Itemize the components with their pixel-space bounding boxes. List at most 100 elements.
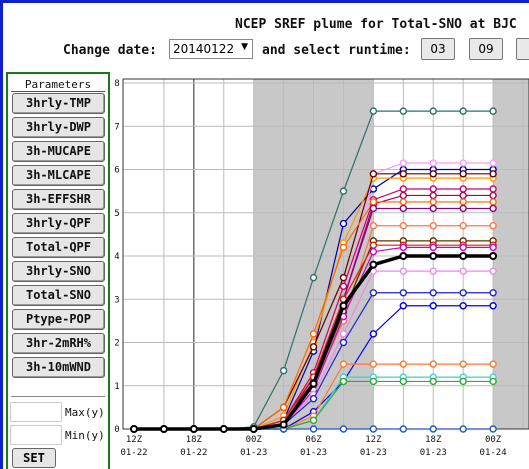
night-band	[493, 79, 529, 429]
data-point	[399, 360, 408, 368]
data-point	[159, 425, 168, 433]
data-point	[429, 185, 437, 193]
data-point	[369, 360, 378, 368]
data-point	[369, 377, 378, 386]
data-point	[399, 107, 408, 115]
param-button-3hr-2mrh[interactable]: 3hr-2mRH%	[12, 333, 105, 354]
x-tick-time: 18Z	[425, 435, 442, 445]
data-point	[459, 191, 467, 200]
parameters-header: Parameters	[24, 78, 92, 91]
data-point	[489, 222, 497, 230]
data-point	[309, 330, 318, 338]
x-tick-date: 01-23	[240, 448, 267, 458]
x-tick-time: 00Z	[246, 435, 263, 445]
x-tick-date: 01-23	[420, 448, 447, 458]
date-value: 20140122	[173, 42, 235, 56]
data-point	[279, 420, 288, 429]
data-point	[429, 243, 437, 252]
param-button-3hrly-qpf[interactable]: 3hrly-QPF	[12, 213, 105, 234]
data-point	[459, 185, 467, 193]
data-point	[399, 377, 408, 386]
data-point	[399, 198, 408, 206]
data-point	[489, 204, 497, 213]
data-point	[339, 377, 348, 386]
y-tick-label: 6	[114, 166, 119, 176]
data-point	[459, 425, 467, 433]
data-point	[369, 330, 378, 338]
data-point	[339, 219, 348, 228]
data-point	[249, 425, 258, 433]
data-point	[489, 159, 497, 167]
data-point	[459, 289, 467, 297]
data-point	[489, 360, 497, 368]
data-point	[309, 343, 318, 351]
y-tick-label: 2	[114, 339, 119, 349]
param-button-3h-10mwnd[interactable]: 3h-10mWND	[12, 357, 105, 378]
data-point	[459, 204, 467, 213]
data-point	[369, 425, 378, 433]
param-button-3hrly-dwp[interactable]: 3hrly-DWP	[12, 117, 105, 138]
max-y-input[interactable]	[10, 402, 62, 422]
data-point	[309, 379, 318, 388]
x-tick-date: 01-23	[360, 448, 387, 458]
data-point	[309, 425, 318, 433]
data-point	[429, 302, 437, 310]
param-button-total-qpf[interactable]: Total-QPF	[12, 237, 105, 258]
param-button-3hrly-tmp[interactable]: 3hrly-TMP	[12, 93, 105, 114]
param-button-3h-mucape[interactable]: 3h-MUCAPE	[12, 141, 105, 162]
data-point	[399, 170, 408, 178]
runtime-button-03[interactable]: 03	[421, 38, 455, 60]
param-button-total-sno[interactable]: Total-SNO	[12, 285, 105, 306]
x-tick-date: 01-23	[300, 448, 327, 458]
data-point	[339, 187, 348, 195]
set-button[interactable]: SET	[12, 448, 56, 468]
max-y-label: Max(y)	[65, 406, 105, 419]
data-point	[399, 222, 408, 230]
runtime-button-next[interactable]	[516, 38, 529, 60]
data-point	[189, 425, 198, 433]
param-button-3hrly-sno[interactable]: 3hrly-SNO	[12, 261, 105, 282]
data-point	[399, 425, 408, 433]
min-y-input[interactable]	[10, 425, 62, 445]
data-point	[369, 170, 378, 178]
y-tick-label: 5	[114, 209, 119, 219]
data-point	[489, 185, 497, 193]
y-tick-label: 0	[114, 425, 119, 435]
data-point	[399, 204, 408, 213]
data-point	[309, 273, 318, 282]
data-point	[309, 395, 318, 403]
data-point	[339, 301, 348, 310]
data-point	[369, 241, 378, 249]
parameters-panel: Parameters 3hrly-TMP 3hrly-DWP 3h-MUCAPE…	[6, 72, 110, 469]
runtime-button-09[interactable]: 09	[469, 38, 503, 60]
date-select[interactable]: 20140122 ▼	[169, 39, 253, 59]
data-point	[489, 377, 497, 386]
data-point	[489, 191, 497, 200]
param-button-3h-mlcape[interactable]: 3h-MLCAPE	[12, 165, 105, 186]
x-tick-time: 00Z	[485, 435, 502, 445]
data-point	[489, 267, 497, 275]
data-point	[459, 243, 467, 252]
data-point	[429, 377, 437, 386]
param-button-3h-effshr[interactable]: 3h-EFFSHR	[12, 189, 105, 210]
data-point	[369, 289, 378, 297]
x-tick-date: 01-22	[120, 448, 147, 458]
data-point	[369, 260, 378, 269]
data-point	[339, 425, 348, 433]
x-tick-time: 06Z	[305, 435, 322, 445]
param-button-ptype-pop[interactable]: Ptype-POP	[12, 309, 105, 330]
data-point	[459, 267, 467, 275]
data-point	[339, 330, 348, 338]
data-point	[309, 416, 318, 425]
data-point	[399, 243, 408, 252]
data-point	[399, 191, 408, 200]
chevron-down-icon: ▼	[241, 42, 248, 52]
data-point	[489, 289, 497, 297]
chart-svg: 0 1 2 3 4 5 6 7 8 12Z 01-22 18Z 01-22 00Z 01-23 06Z 01-2…	[114, 78, 529, 458]
data-point	[429, 425, 437, 433]
data-point	[369, 107, 378, 115]
data-point	[429, 267, 437, 275]
data-point	[489, 107, 497, 115]
data-point	[459, 198, 467, 206]
data-point	[339, 282, 348, 290]
